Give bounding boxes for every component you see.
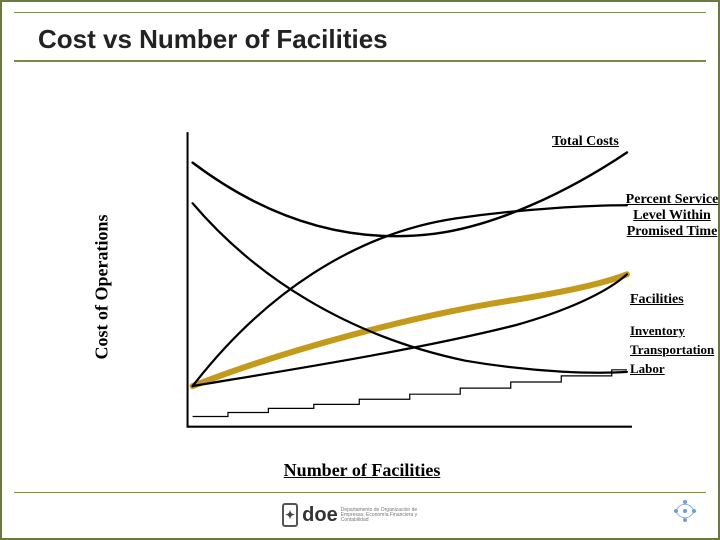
curve-labor [193, 370, 627, 417]
bottom-rule [14, 492, 706, 493]
title-underline [14, 60, 706, 62]
axes [188, 132, 632, 427]
curve-facilities [193, 274, 627, 386]
label-transportation: Transportation [630, 343, 714, 358]
chart-area [132, 122, 637, 447]
curve-total_costs [193, 152, 627, 236]
footer-subtext: Departamento de Organización de Empresas… [341, 508, 442, 523]
corner-widget-icon [672, 498, 698, 524]
label-inventory: Inventory [630, 324, 685, 339]
label-labor: Labor [630, 362, 665, 377]
label-percent-service: Percent Service Level Within Promised Ti… [622, 192, 720, 240]
x-axis-label: Number of Facilities [284, 460, 441, 481]
footer-logo: ✦ doe Departamento de Organización de Em… [282, 500, 442, 530]
page-title: Cost vs Number of Facilities [38, 24, 388, 55]
label-facilities: Facilities [630, 292, 684, 308]
footer-badge-icon: ✦ [282, 503, 298, 527]
top-rule [14, 12, 706, 13]
chart-svg [132, 122, 637, 447]
footer-brand: doe [302, 504, 338, 527]
label-total-costs: Total Costs [552, 134, 619, 150]
curve-percent_service [193, 205, 627, 386]
y-axis-label: Cost of Operations [92, 215, 113, 360]
